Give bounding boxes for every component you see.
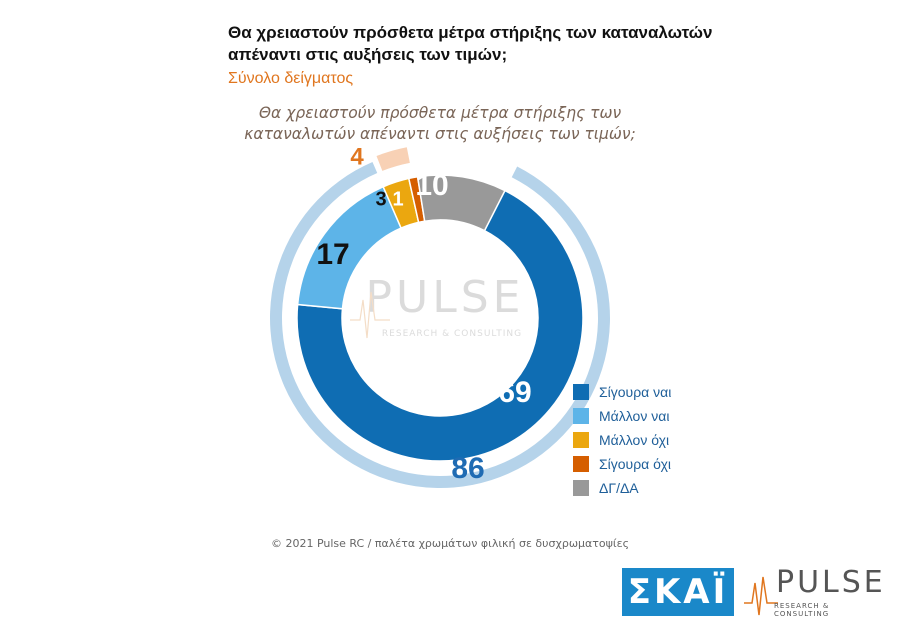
legend-label: Σίγουρα όχι	[599, 456, 672, 472]
watermark-pulse-line	[350, 291, 390, 339]
legend: Σίγουρα ναι Μάλλον ναι Μάλλον όχι Σίγουρ…	[573, 380, 671, 500]
slice-value-label: 1	[392, 188, 403, 210]
outer-ring-label: 4	[350, 143, 364, 170]
pulse-logo-word: PULSE	[776, 565, 886, 600]
legend-item: ΔΓ/ΔΑ	[573, 476, 671, 500]
legend-item: Μάλλον ναι	[573, 404, 671, 428]
legend-swatch	[573, 384, 589, 400]
slice-value-label: 17	[316, 238, 349, 271]
page-title: Θα χρειαστούν πρόσθετα μέτρα στήριξης τω…	[228, 23, 713, 64]
legend-swatch	[573, 432, 589, 448]
donut-slice	[296, 189, 584, 462]
outer-ring-segment	[376, 147, 410, 171]
legend-item: Σίγουρα όχι	[573, 452, 671, 476]
pulse-logo: PULSE RESEARCH & CONSULTING	[744, 565, 886, 618]
legend-item: Μάλλον όχι	[573, 428, 671, 452]
legend-swatch	[573, 480, 589, 496]
legend-label: Μάλλον ναι	[599, 408, 670, 424]
slice-labels: 69 17 3 1 10 86 4	[316, 143, 531, 485]
legend-item: Σίγουρα ναι	[573, 380, 671, 404]
watermark: PULSE RESEARCH & CONSULTING	[350, 272, 525, 339]
chart-title: Θα χρειαστούν πρόσθετα μέτρα στήριξης τω…	[244, 104, 636, 143]
watermark-brand: PULSE	[366, 272, 525, 323]
donut-slice	[416, 174, 506, 232]
slice-value-label: 10	[415, 169, 448, 202]
watermark-tagline: RESEARCH & CONSULTING	[382, 329, 522, 339]
legend-label: ΔΓ/ΔΑ	[599, 480, 639, 496]
page-subtitle: Σύνολο δείγματος	[228, 70, 354, 87]
outer-ring	[270, 147, 610, 489]
legend-swatch	[573, 456, 589, 472]
slice-value-label: 3	[375, 188, 386, 210]
legend-label: Μάλλον όχι	[599, 432, 670, 448]
pulse-logo-line	[744, 576, 778, 616]
legend-label: Σίγουρα ναι	[599, 384, 672, 400]
footer-credit: © 2021 Pulse RC / παλέτα χρωμάτων φιλική…	[270, 537, 630, 550]
slice-value-label: 69	[498, 376, 531, 409]
donut-slices	[296, 174, 584, 462]
pulse-logo-sub: RESEARCH & CONSULTING	[774, 602, 830, 618]
legend-swatch	[573, 408, 589, 424]
skai-logo: ΣΚΑΪ	[622, 568, 734, 616]
outer-ring-label: 86	[451, 452, 484, 485]
